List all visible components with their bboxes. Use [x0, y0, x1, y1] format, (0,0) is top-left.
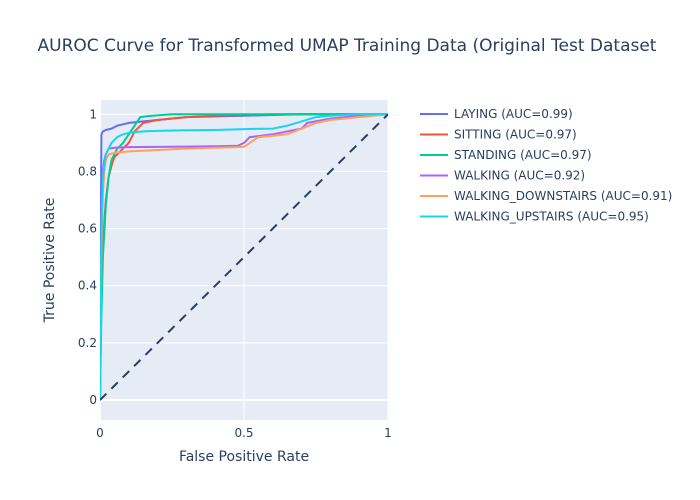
legend-label: WALKING (AUC=0.92) — [454, 169, 585, 183]
legend-label: STANDING (AUC=0.97) — [454, 148, 592, 162]
reference-diagonal-line — [100, 113, 388, 401]
y-tick-label: 0.6 — [78, 222, 97, 236]
legend[interactable]: LAYING (AUC=0.99) SITTING (AUC=0.97) STAND… — [420, 107, 672, 224]
y-tick-label: 0.2 — [78, 336, 97, 350]
series-lines — [100, 113, 388, 401]
gridlines — [99, 100, 389, 420]
legend-item[interactable]: WALKING (AUC=0.92) — [420, 169, 585, 183]
y-tick-label: 0.8 — [78, 164, 97, 178]
legend-label: LAYING (AUC=0.99) — [454, 107, 573, 121]
legend-item[interactable]: WALKING_DOWNSTAIRS (AUC=0.91) — [420, 189, 672, 203]
legend-label: WALKING_DOWNSTAIRS (AUC=0.91) — [454, 189, 672, 203]
legend-item[interactable]: WALKING_UPSTAIRS (AUC=0.95) — [420, 210, 649, 224]
y-tick-label: 0.4 — [78, 279, 97, 293]
x-tick-labels: 0 0.5 1 — [96, 426, 392, 440]
legend-label: SITTING (AUC=0.97) — [454, 128, 577, 142]
x-axis-title: False Positive Rate — [179, 449, 309, 465]
x-tick-label: 0 — [96, 426, 104, 440]
y-tick-labels: 0 0.2 0.4 0.6 0.8 1 — [78, 107, 97, 407]
legend-label: WALKING_UPSTAIRS (AUC=0.95) — [454, 210, 649, 224]
x-tick-label: 0.5 — [234, 426, 253, 440]
legend-item[interactable]: SITTING (AUC=0.97) — [420, 128, 577, 142]
legend-item[interactable]: LAYING (AUC=0.99) — [420, 107, 573, 121]
series-line-2[interactable] — [100, 113, 388, 401]
x-tick-label: 1 — [384, 426, 392, 440]
series-line-5[interactable] — [100, 113, 388, 401]
y-tick-label: 0 — [89, 393, 97, 407]
legend-item[interactable]: STANDING (AUC=0.97) — [420, 148, 592, 162]
chart-title: AUROC Curve for Transformed UMAP Trainin… — [38, 36, 657, 56]
y-axis-title: True Positive Rate — [42, 198, 58, 324]
y-tick-label: 1 — [89, 107, 97, 121]
